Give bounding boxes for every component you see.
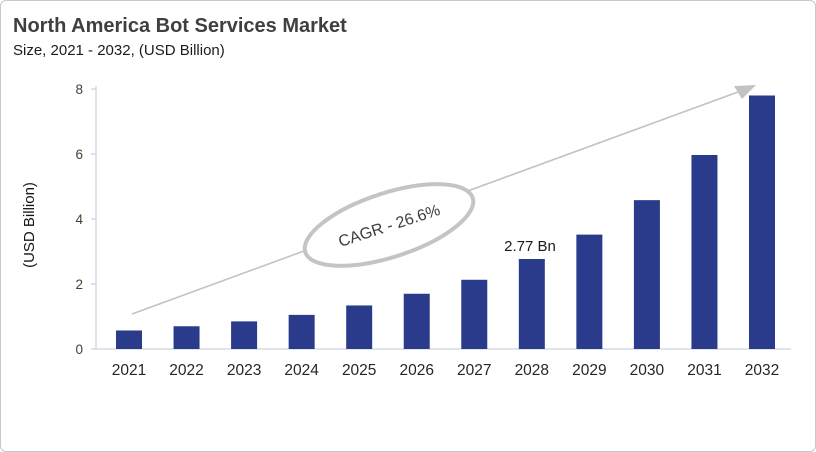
- y-tick-label-4: 4: [75, 212, 83, 227]
- bar-2031: [691, 154, 718, 349]
- x-tick-label-2032: 2032: [745, 362, 779, 379]
- bar-2032: [749, 95, 775, 349]
- chart-subtitle: Size, 2021 - 2032, (USD Billion): [13, 42, 225, 59]
- cagr-annotation: CAGR - 26.6%: [302, 182, 476, 268]
- y-axis-title: (USD Billion): [21, 182, 38, 268]
- data-label-2028: 2.77 Bn: [504, 238, 556, 255]
- bars-group: [116, 95, 775, 349]
- x-tick-label-2021: 2021: [112, 362, 146, 379]
- y-tick-label-0: 0: [75, 342, 83, 357]
- y-axis: 0 2 4 6 8: [75, 82, 791, 357]
- x-tick-label-2024: 2024: [284, 362, 319, 379]
- chart-title: North America Bot Services Market: [13, 15, 347, 37]
- x-tick-label-2029: 2029: [572, 362, 606, 379]
- y-tick-label-8: 8: [75, 82, 83, 97]
- x-tick-label-2022: 2022: [169, 362, 203, 379]
- bar-2030: [633, 200, 660, 349]
- bar-2025: [346, 305, 373, 349]
- x-tick-label-2030: 2030: [630, 362, 665, 379]
- bar-2026: [403, 293, 430, 349]
- bar-2022: [173, 326, 200, 349]
- x-tick-label-2027: 2027: [457, 362, 491, 379]
- x-axis-labels: 2021 2022 2023 2024 2025 2026 2027 2028 2029 2030…: [112, 362, 779, 379]
- bar-2027: [461, 279, 488, 349]
- bar-2029: [576, 234, 603, 349]
- bar-2028: [518, 258, 545, 349]
- bar-2021: [116, 330, 142, 349]
- x-tick-label-2031: 2031: [687, 362, 721, 379]
- x-tick-label-2028: 2028: [515, 362, 549, 379]
- y-tick-label-2: 2: [75, 277, 83, 292]
- x-tick-label-2023: 2023: [227, 362, 261, 379]
- y-tick-label-6: 6: [75, 147, 83, 162]
- chart-header: North America Bot Services Market Size, …: [13, 14, 347, 59]
- bar-2024: [288, 314, 315, 349]
- bar-2023: [231, 321, 258, 349]
- x-tick-label-2026: 2026: [399, 362, 433, 379]
- x-tick-label-2025: 2025: [342, 362, 376, 379]
- trend-arrowhead-icon: [734, 85, 756, 99]
- cagr-ellipse: [302, 182, 476, 268]
